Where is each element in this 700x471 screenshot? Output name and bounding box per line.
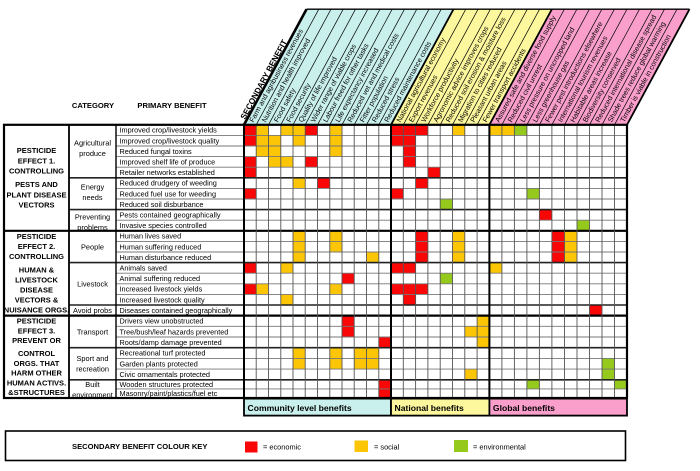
svg-text:PESTICIDE: PESTICIDE (17, 146, 57, 155)
svg-text:CONTROLLING: CONTROLLING (9, 167, 64, 176)
svg-text:produce: produce (79, 149, 106, 158)
svg-text:environment: environment (72, 391, 113, 400)
svg-text:HUMAN &: HUMAN & (19, 265, 55, 274)
svg-text:Human suffering reduced: Human suffering reduced (120, 242, 202, 251)
svg-text:Reduced fungal toxins: Reduced fungal toxins (120, 147, 193, 156)
svg-text:Drivers view unobstructed: Drivers view unobstructed (120, 317, 204, 326)
svg-text:CATEGORY: CATEGORY (72, 101, 114, 110)
svg-text:PESTS AND: PESTS AND (15, 180, 58, 189)
svg-text:PREVENT OR: PREVENT OR (12, 336, 61, 345)
svg-text:Reduced soil disburbance: Reduced soil disburbance (120, 200, 204, 209)
svg-text:EFFECT 3.: EFFECT 3. (18, 326, 56, 335)
svg-text:Transport: Transport (77, 327, 108, 336)
svg-text:Garden plants protected: Garden plants protected (120, 359, 198, 368)
svg-text:People: People (81, 242, 104, 251)
svg-text:Global benefits: Global benefits (493, 403, 555, 413)
svg-text:= economic: = economic (263, 443, 301, 452)
svg-text:needs: needs (82, 193, 102, 202)
svg-text:Increased livestock quality: Increased livestock quality (120, 295, 206, 304)
svg-text:Tree/bush/leaf hazards prevent: Tree/bush/leaf hazards prevented (120, 327, 229, 336)
svg-text:PESTICIDE: PESTICIDE (17, 232, 57, 241)
svg-text:CONTROLLING: CONTROLLING (9, 252, 64, 261)
svg-text:DISEASE: DISEASE (20, 286, 53, 295)
svg-text:= environmental: = environmental (473, 443, 526, 452)
svg-text:Masonry/paint/plastics/fuel et: Masonry/paint/plastics/fuel etc (120, 389, 218, 398)
svg-text:Avoid probs: Avoid probs (73, 306, 112, 315)
svg-text:ORGS. THAT: ORGS. THAT (14, 359, 60, 368)
svg-text:Sport and: Sport and (76, 354, 108, 363)
svg-text:Wooden structures protected: Wooden structures protected (120, 380, 214, 389)
svg-text:LIVESTOCK: LIVESTOCK (15, 275, 58, 284)
svg-text:Diseases contained geographica: Diseases contained geographically (120, 306, 233, 315)
svg-text:Energy: Energy (81, 183, 105, 192)
svg-text:PESTICIDE: PESTICIDE (17, 317, 57, 326)
svg-text:PLANT DISEASE: PLANT DISEASE (6, 190, 66, 199)
svg-text:CONTROL: CONTROL (18, 349, 55, 358)
svg-text:Human lives saved: Human lives saved (120, 232, 182, 241)
svg-text:Roots/damp damage prevented: Roots/damp damage prevented (120, 338, 222, 347)
svg-text:Improved crop/livestock qualit: Improved crop/livestock quality (120, 136, 220, 145)
svg-text:Increased livestock yields: Increased livestock yields (120, 285, 203, 294)
svg-text:Human disturbance reduced: Human disturbance reduced (120, 253, 212, 262)
svg-text:Invasive species controlled: Invasive species controlled (120, 221, 207, 230)
svg-text:problems: problems (77, 223, 108, 232)
svg-text:EFFECT 1.: EFFECT 1. (18, 156, 56, 165)
svg-text:NUISANCE ORGS.: NUISANCE ORGS. (4, 306, 69, 315)
svg-text:&STRUCTURES: &STRUCTURES (8, 388, 65, 397)
svg-text:National benefits: National benefits (395, 403, 464, 413)
svg-text:Community level benefits: Community level benefits (248, 403, 352, 413)
svg-text:Retailer networks established: Retailer networks established (120, 168, 215, 177)
svg-text:SECONDARY BENEFIT COLOUR KEY: SECONDARY BENEFIT COLOUR KEY (72, 442, 207, 451)
svg-text:Reduced drudgery of weeding: Reduced drudgery of weeding (120, 179, 217, 188)
svg-text:Livestock: Livestock (77, 279, 108, 288)
svg-text:recreation: recreation (76, 365, 109, 374)
svg-text:Improved shelf life of produce: Improved shelf life of produce (120, 158, 216, 167)
svg-text:HUMAN ACTIVS.: HUMAN ACTIVS. (7, 378, 66, 387)
svg-text:Agricultural: Agricultural (74, 139, 111, 148)
svg-text:Civic ornamentals protected: Civic ornamentals protected (120, 370, 210, 379)
svg-text:Improved crop/livestock yields: Improved crop/livestock yields (120, 126, 218, 135)
svg-text:Animals saved: Animals saved (120, 264, 167, 273)
svg-text:PRIMARY BENEFIT: PRIMARY BENEFIT (137, 101, 207, 110)
svg-text:Built: Built (85, 380, 99, 389)
svg-text:VECTORS &: VECTORS & (15, 296, 59, 305)
svg-text:Recreational turf protected: Recreational turf protected (120, 349, 206, 358)
svg-text:Pests contained geographically: Pests contained geographically (120, 211, 221, 220)
svg-text:HARM OTHER: HARM OTHER (11, 369, 62, 378)
svg-text:Animal suffering reduced: Animal suffering reduced (120, 274, 201, 283)
svg-text:Preventing: Preventing (75, 213, 110, 222)
svg-text:Reduced fuel use for weeding: Reduced fuel use for weeding (120, 189, 217, 198)
svg-text:EFFECT 2.: EFFECT 2. (18, 242, 56, 251)
svg-text:= social: = social (374, 443, 400, 452)
svg-text:VECTORS: VECTORS (18, 201, 54, 210)
